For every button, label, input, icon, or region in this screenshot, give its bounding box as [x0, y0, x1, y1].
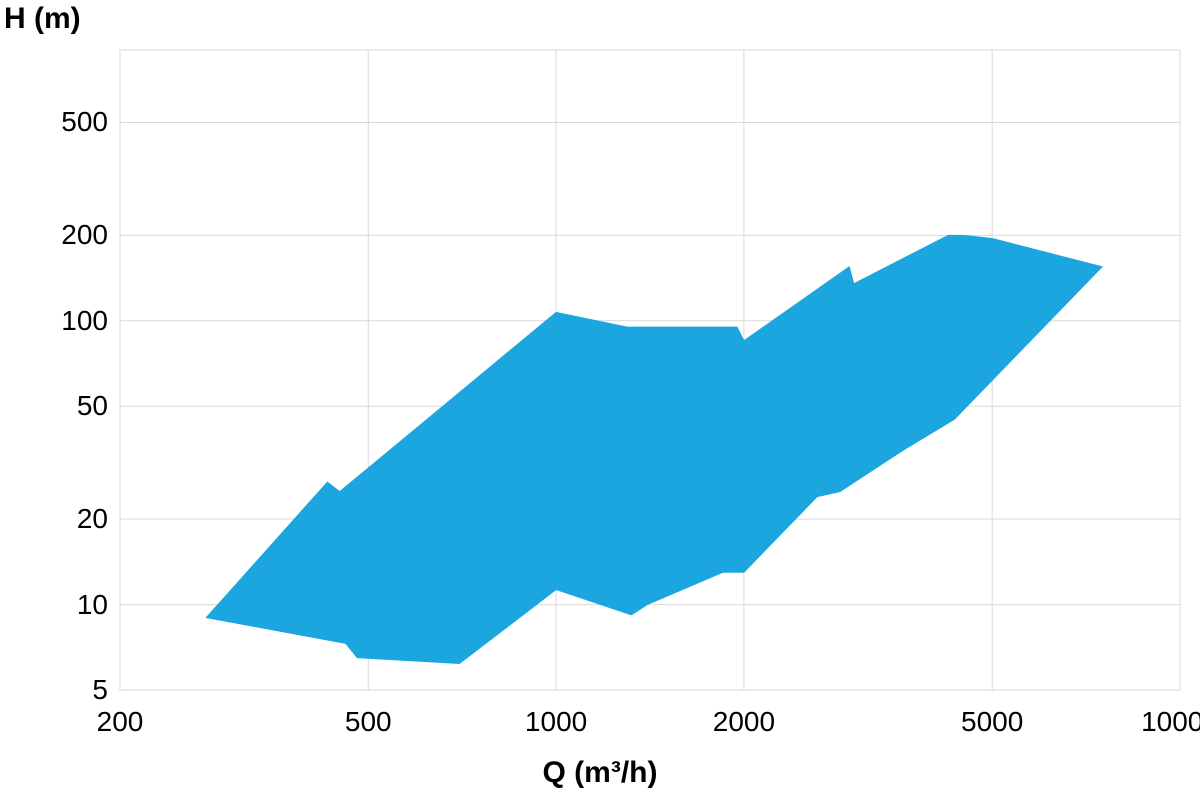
pump-envelope-chart: H (m) Q (m³/h) 5102050100200500 20050010…	[0, 0, 1200, 800]
operating-envelope	[206, 235, 1102, 663]
y-tick-label: 100	[61, 305, 108, 337]
x-tick-label: 1000	[525, 706, 587, 738]
y-tick-label: 50	[77, 390, 108, 422]
y-tick-label: 200	[61, 219, 108, 251]
envelope-polygon	[206, 235, 1102, 663]
x-tick-label: 200	[97, 706, 144, 738]
x-tick-label: 2000	[713, 706, 775, 738]
x-tick-label: 500	[345, 706, 392, 738]
plot-area	[0, 0, 1200, 800]
y-tick-label: 10	[77, 589, 108, 621]
x-tick-label: 10000	[1141, 706, 1200, 738]
y-tick-label: 20	[77, 503, 108, 535]
y-tick-label: 500	[61, 106, 108, 138]
y-tick-label: 5	[92, 674, 108, 706]
x-tick-label: 5000	[961, 706, 1023, 738]
